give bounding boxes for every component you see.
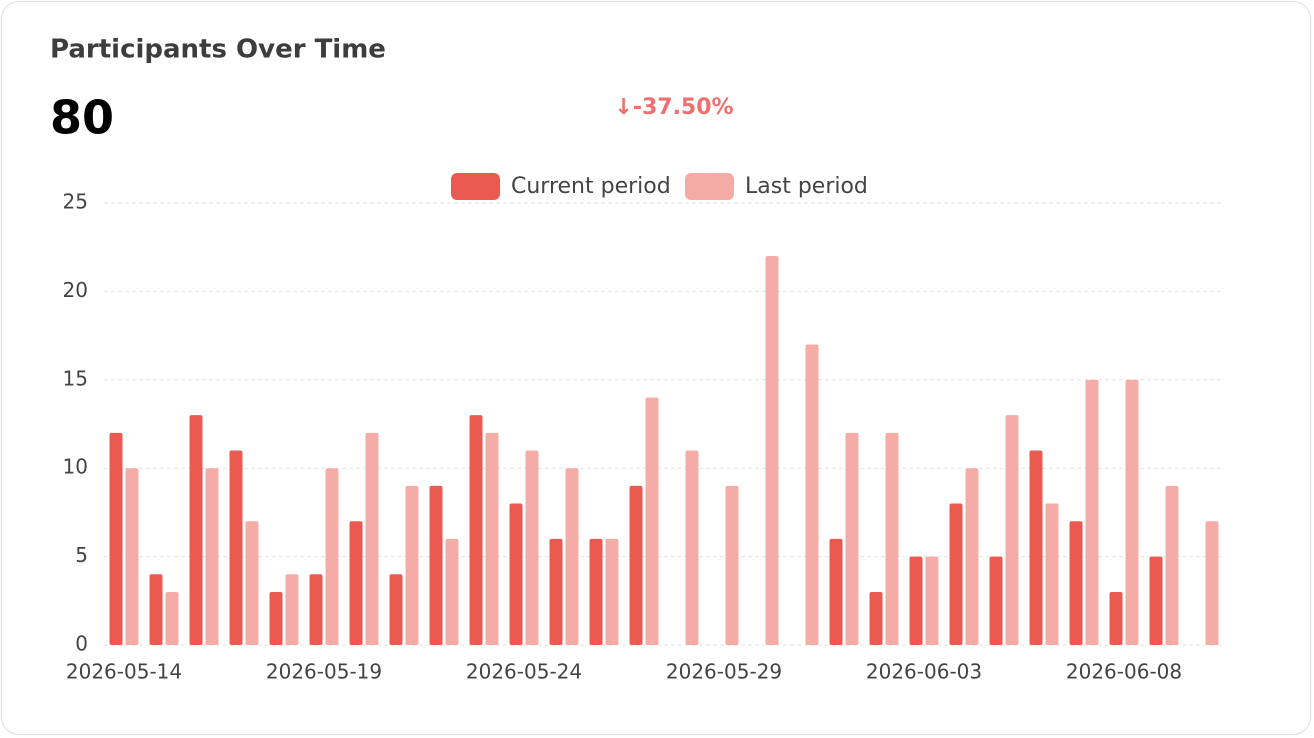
bar <box>1149 556 1163 645</box>
bar <box>1029 450 1043 645</box>
headline: 80 <box>50 91 114 145</box>
bar <box>1125 379 1139 645</box>
bar <box>109 432 123 645</box>
bar <box>885 432 899 645</box>
bar <box>365 432 379 645</box>
bar <box>549 538 563 645</box>
bar <box>565 468 579 645</box>
bar <box>445 538 459 645</box>
bar <box>205 468 219 645</box>
bar <box>285 574 299 645</box>
x-tick-label: 2026-05-14 <box>66 660 182 684</box>
x-tick-label: 2026-05-24 <box>466 660 582 684</box>
bar <box>429 485 443 645</box>
bar <box>869 591 883 645</box>
bar <box>269 591 283 645</box>
bar <box>125 468 139 645</box>
bar <box>485 432 499 645</box>
bar <box>405 485 419 645</box>
bar <box>245 521 259 645</box>
legend-label: Last period <box>745 174 868 199</box>
bar <box>1005 415 1019 645</box>
bar <box>189 415 203 645</box>
y-tick-label: 25 <box>63 190 88 214</box>
bar <box>325 468 339 645</box>
bar <box>949 503 963 645</box>
legend-swatch <box>685 173 734 200</box>
change: ↓-37.50% <box>614 95 733 120</box>
bar <box>965 468 979 645</box>
bar <box>1069 521 1083 645</box>
legend-label: Current period <box>511 174 671 199</box>
bar <box>725 485 739 645</box>
bar <box>805 344 819 645</box>
bar <box>765 256 779 645</box>
bar <box>685 450 699 645</box>
bar <box>389 574 403 645</box>
bar <box>1165 485 1179 645</box>
bar <box>469 415 483 645</box>
bar <box>589 538 603 645</box>
bar <box>925 556 939 645</box>
x-tick-label: 2026-06-08 <box>1066 660 1182 684</box>
bar <box>1085 379 1099 645</box>
y-tick-label: 0 <box>75 632 88 656</box>
bar <box>629 485 643 645</box>
x-tick-label: 2026-05-19 <box>266 660 382 684</box>
bar <box>309 574 323 645</box>
bar <box>149 574 163 645</box>
y-tick-label: 15 <box>63 366 88 390</box>
bar <box>1045 503 1059 645</box>
x-tick-label: 2026-06-03 <box>866 660 982 684</box>
legend-swatch <box>451 173 500 200</box>
y-tick-label: 10 <box>63 455 88 479</box>
bar <box>645 397 659 645</box>
bar <box>229 450 243 645</box>
bar <box>1109 591 1123 645</box>
bar <box>509 503 523 645</box>
bar <box>605 538 619 645</box>
bar <box>989 556 1003 645</box>
bar <box>165 591 179 645</box>
bar <box>829 538 843 645</box>
bar <box>909 556 923 645</box>
bar <box>845 432 859 645</box>
chart-title: Participants Over Time <box>50 35 386 65</box>
y-tick-label: 20 <box>63 278 88 302</box>
bar <box>349 521 363 645</box>
bar <box>1205 521 1219 645</box>
y-tick-label: 5 <box>75 543 88 567</box>
bar <box>525 450 539 645</box>
x-tick-label: 2026-05-29 <box>666 660 782 684</box>
